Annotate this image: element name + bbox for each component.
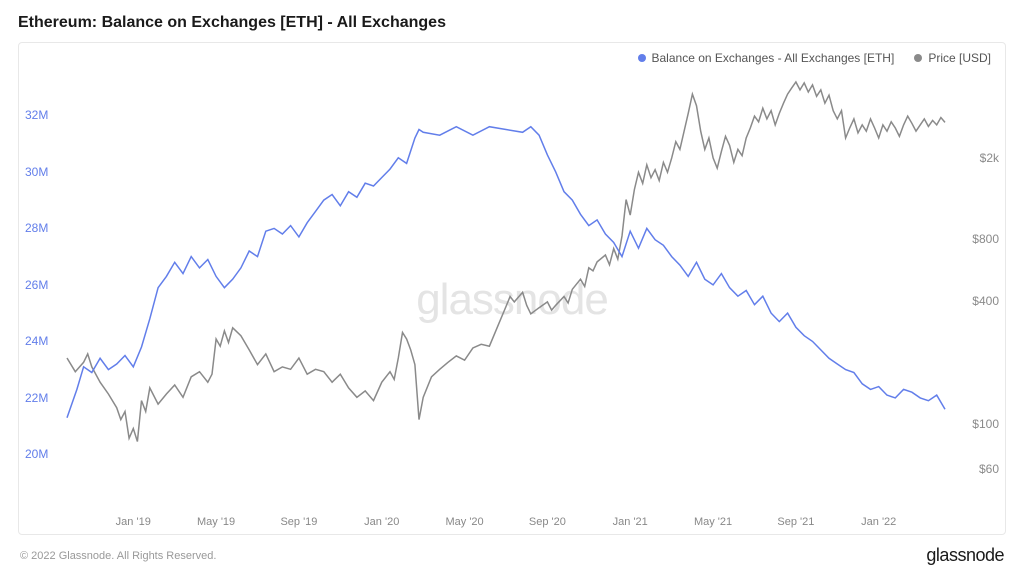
y-left-tick: 22M (25, 391, 48, 405)
legend: Balance on Exchanges - All Exchanges [ET… (638, 51, 992, 65)
chart-container: Balance on Exchanges - All Exchanges [ET… (18, 42, 1006, 535)
x-tick: Jan '20 (364, 516, 399, 528)
x-tick: Sep '21 (777, 516, 814, 528)
y-left-tick: 20M (25, 447, 48, 461)
legend-label-price: Price [USD] (928, 51, 991, 65)
y-left-tick: 30M (25, 165, 48, 179)
brand-logo: glassnode (926, 545, 1004, 566)
chart-plot-area: glassnode 20M22M24M26M28M30M32M $60$100$… (19, 73, 1005, 534)
balance-line (67, 127, 945, 418)
y-right-tick: $60 (979, 462, 999, 476)
copyright: © 2022 Glassnode. All Rights Reserved. (20, 550, 216, 562)
legend-dot-price (914, 54, 922, 62)
y-right-tick: $2k (980, 151, 999, 165)
legend-balance[interactable]: Balance on Exchanges - All Exchanges [ET… (638, 51, 895, 65)
legend-price[interactable]: Price [USD] (914, 51, 991, 65)
legend-dot-balance (638, 54, 646, 62)
y-left-tick: 26M (25, 278, 48, 292)
x-tick: May '21 (694, 516, 732, 528)
y-left-tick: 24M (25, 334, 48, 348)
chart-title: Ethereum: Balance on Exchanges [ETH] - A… (18, 14, 1006, 32)
x-tick: Jan '19 (116, 516, 151, 528)
legend-label-balance: Balance on Exchanges - All Exchanges [ET… (652, 51, 895, 65)
x-tick: Sep '19 (280, 516, 317, 528)
y-right-tick: $400 (972, 294, 999, 308)
y-left-tick: 28M (25, 221, 48, 235)
y-left-tick: 32M (25, 108, 48, 122)
x-tick: Sep '20 (529, 516, 566, 528)
x-tick: May '20 (445, 516, 483, 528)
x-tick: May '19 (197, 516, 235, 528)
y-right-tick: $100 (972, 417, 999, 431)
chart-svg (67, 73, 945, 477)
price-line (67, 82, 945, 442)
x-tick: Jan '21 (613, 516, 648, 528)
x-tick: Jan '22 (861, 516, 896, 528)
y-right-tick: $800 (972, 232, 999, 246)
